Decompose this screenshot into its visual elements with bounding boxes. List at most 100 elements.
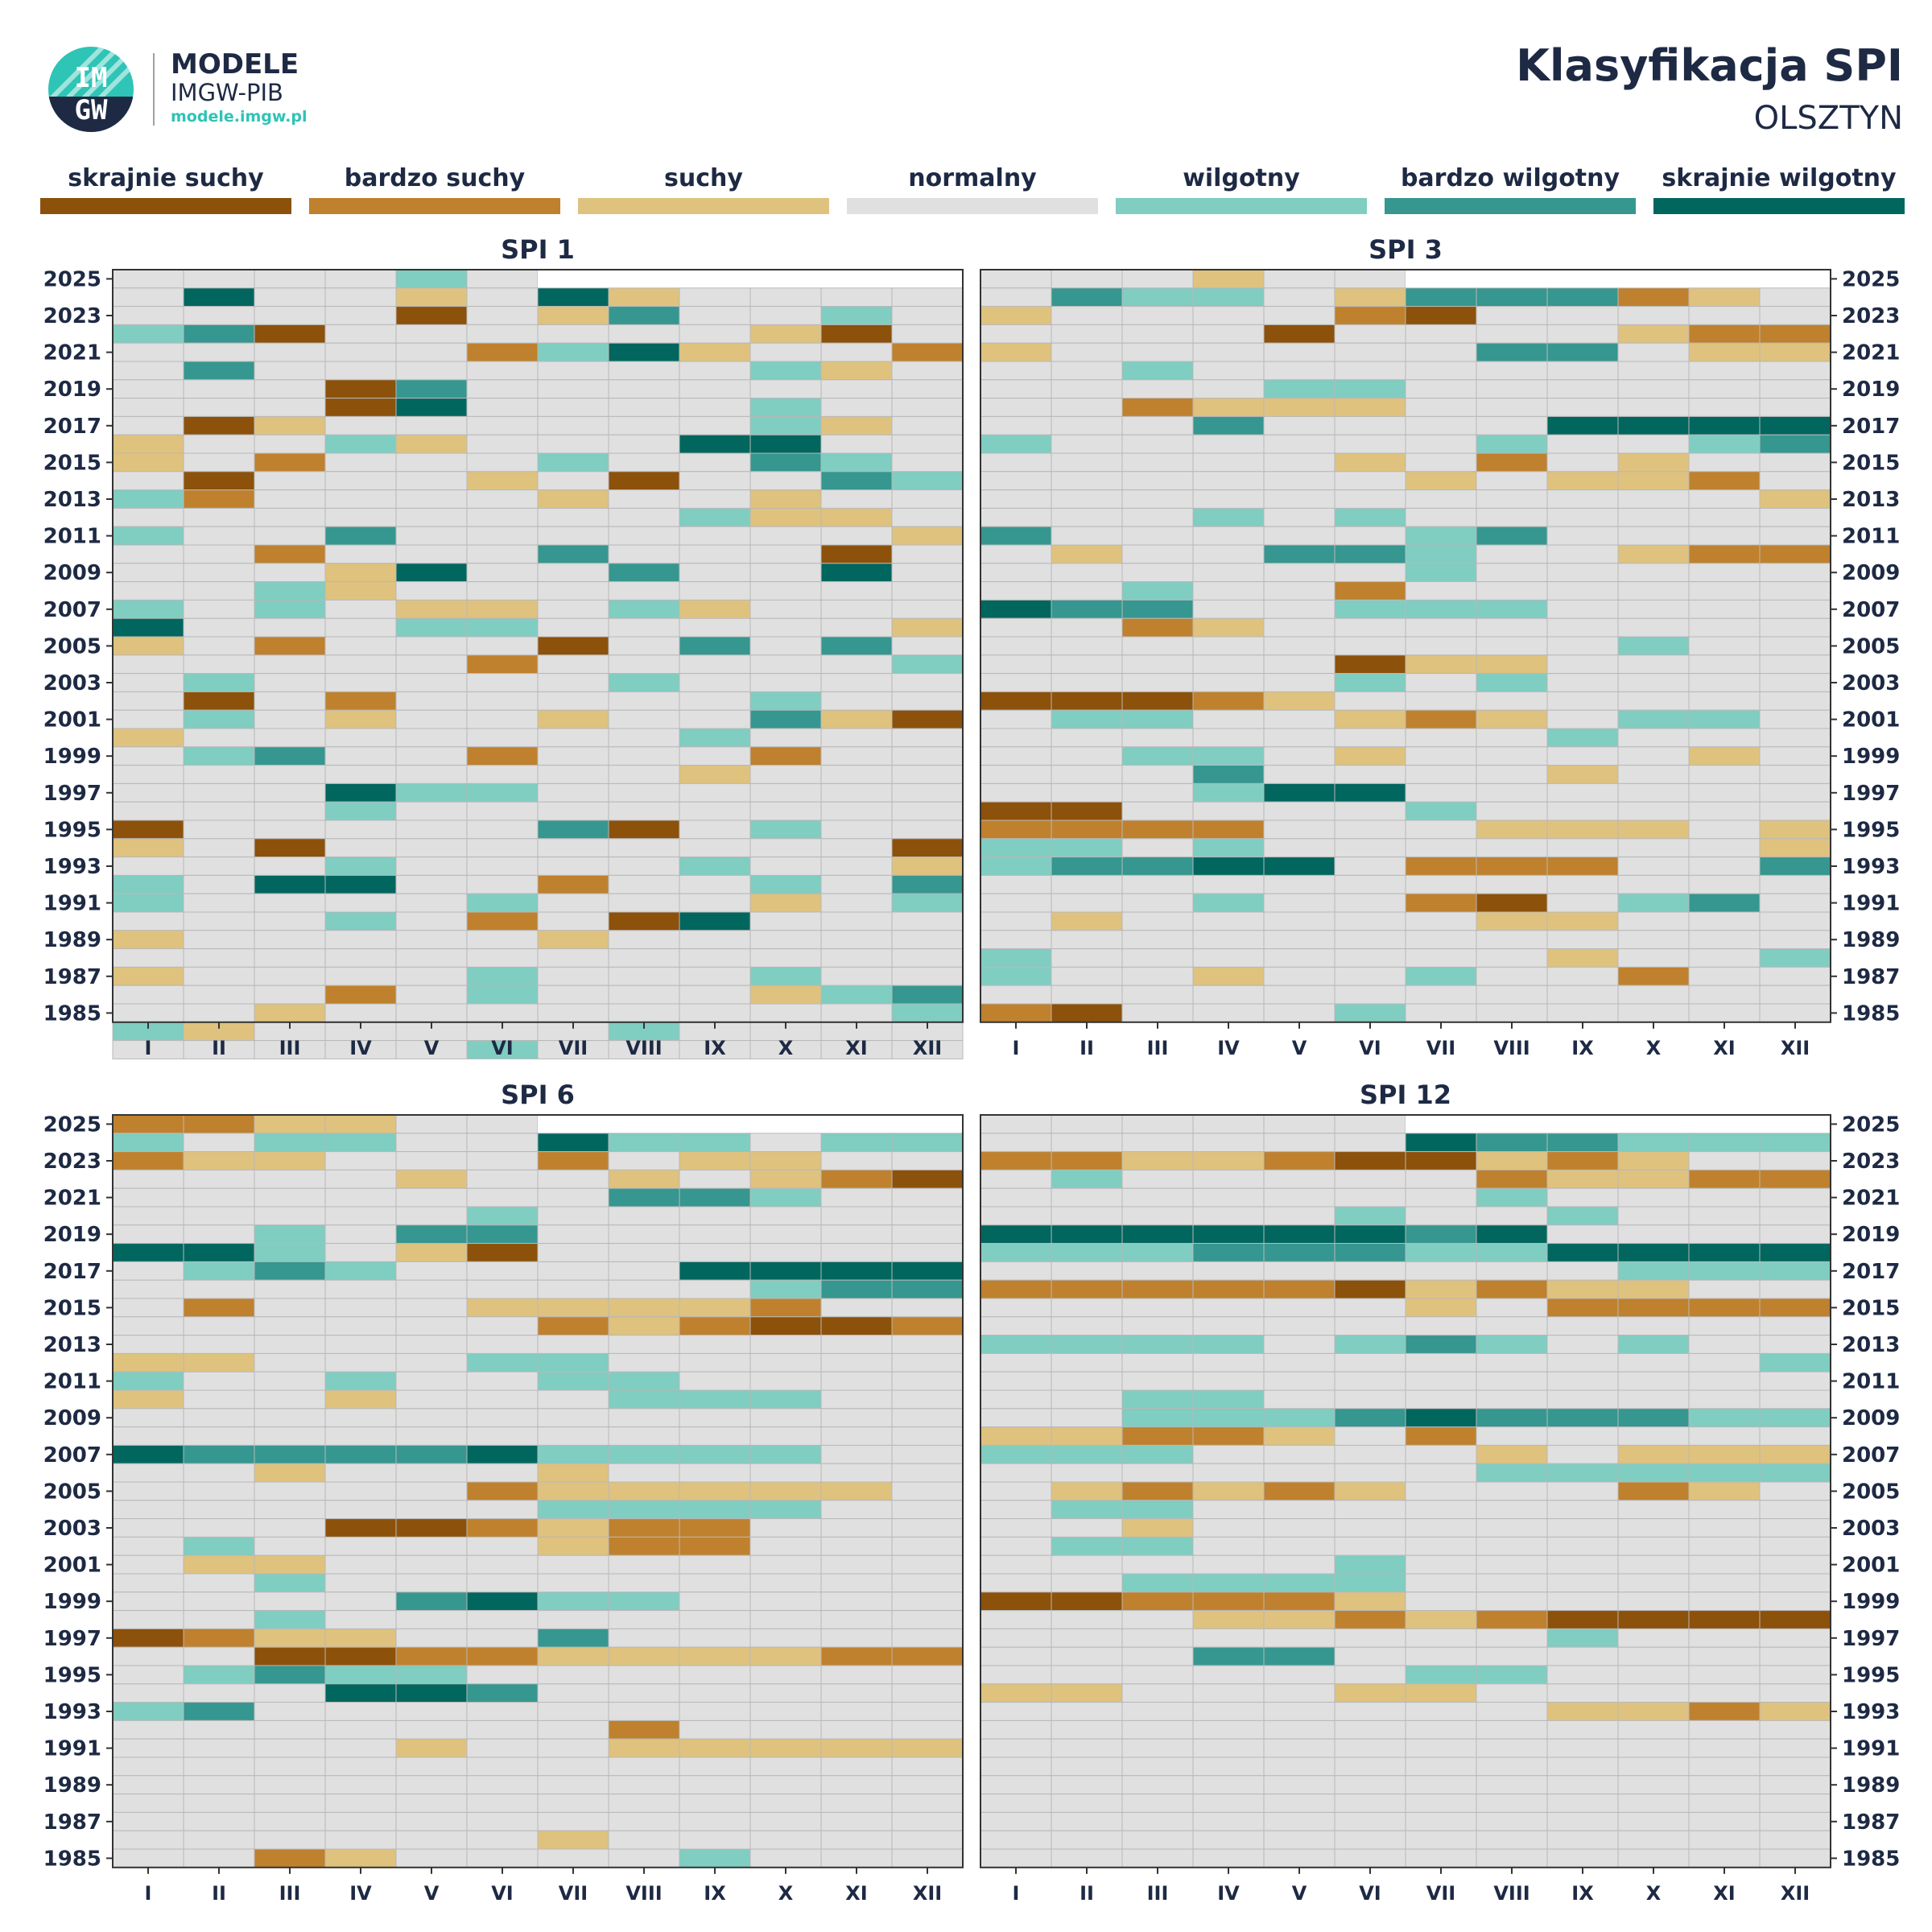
heatmap-cell	[980, 874, 1052, 894]
heatmap-cell	[1546, 544, 1619, 564]
heatmap-cell	[537, 1298, 609, 1318]
heatmap-cell	[608, 1389, 680, 1410]
heatmap-cell	[1051, 911, 1123, 931]
heatmap-cell	[466, 581, 539, 601]
heatmap-cell	[608, 1444, 680, 1464]
heatmap-cell	[537, 544, 609, 564]
heatmap-cell	[1759, 507, 1831, 527]
heatmap-cell	[891, 1811, 964, 1831]
heatmap-cell	[183, 1316, 255, 1336]
x-tick-label: X	[778, 1037, 794, 1059]
heatmap-cell	[1263, 617, 1335, 638]
y-tick-label: 1993	[43, 855, 101, 879]
heatmap-cell	[1546, 1719, 1619, 1740]
heatmap-cell	[1617, 765, 1690, 784]
heatmap-cell	[395, 874, 468, 894]
heatmap-cell	[820, 874, 893, 894]
heatmap-cell	[1334, 709, 1406, 729]
heatmap-cell	[537, 893, 609, 913]
heatmap-cell	[183, 1352, 255, 1373]
heatmap-cell	[820, 1316, 893, 1336]
heatmap-cell	[324, 1426, 397, 1446]
heatmap-cell	[749, 1554, 822, 1575]
heatmap-cell	[1405, 1408, 1477, 1428]
heatmap-cell	[679, 874, 751, 894]
heatmap-cell	[183, 1408, 255, 1428]
heatmap-cell	[1405, 691, 1477, 711]
heatmap-cell	[891, 857, 964, 876]
heatmap-cell	[608, 1408, 680, 1428]
heatmap-cell	[1759, 1335, 1831, 1354]
heatmap-cell	[537, 1573, 609, 1593]
heatmap-cell	[1263, 1408, 1335, 1428]
panel-title: SPI 1	[501, 234, 575, 265]
heatmap-cell	[1617, 379, 1690, 399]
heatmap-cell	[1688, 857, 1761, 876]
heatmap-cell	[1263, 1811, 1335, 1831]
heatmap-cell	[1263, 1794, 1335, 1813]
heatmap-cell	[183, 874, 255, 894]
heatmap-cell	[112, 1389, 184, 1410]
heatmap-cell	[1192, 1371, 1265, 1391]
heatmap-cell	[1546, 636, 1619, 656]
heatmap-cell	[1051, 801, 1123, 821]
x-tick-label: II	[212, 1037, 226, 1059]
heatmap-cell	[679, 1683, 751, 1703]
heatmap-cell	[891, 1408, 964, 1428]
heatmap-cell	[112, 324, 184, 344]
x-tick-label: V	[1292, 1882, 1307, 1905]
heatmap-cell	[395, 398, 468, 417]
heatmap-cell	[466, 1206, 539, 1226]
heatmap-cell	[1617, 801, 1690, 821]
heatmap-cell	[1334, 985, 1406, 1005]
heatmap-cell	[254, 1261, 326, 1281]
y-tick-label: 2023	[43, 1150, 101, 1174]
heatmap-cell	[1263, 1628, 1335, 1648]
heatmap-cell	[183, 342, 255, 362]
heatmap-cell	[254, 544, 326, 564]
heatmap-cell	[1192, 911, 1265, 931]
heatmap-cell	[324, 1794, 397, 1813]
heatmap-cell	[1618, 270, 1689, 288]
heatmap-cell	[1546, 1848, 1619, 1868]
heatmap-cell	[679, 270, 750, 288]
heatmap-cell	[395, 1298, 468, 1318]
heatmap-cell	[1476, 1003, 1548, 1023]
heatmap-cell	[254, 342, 326, 362]
heatmap-cell	[1405, 1316, 1477, 1336]
heatmap-cell	[537, 489, 609, 509]
heatmap-cell	[891, 544, 964, 564]
heatmap-cell	[1192, 1848, 1265, 1868]
heatmap-cell	[679, 765, 751, 784]
x-tick-label: IX	[704, 1037, 726, 1059]
heatmap-cell	[1405, 782, 1477, 803]
heatmap-cell	[1263, 1243, 1335, 1262]
heatmap-cell	[820, 361, 893, 381]
heatmap-cell	[1334, 1151, 1406, 1170]
heatmap-cell	[324, 287, 397, 308]
heatmap-cell	[1051, 269, 1123, 289]
heatmap-cell	[679, 930, 751, 950]
legend-item-ew: skrajnie wilgotny	[1653, 153, 1905, 217]
heatmap-cell	[1546, 361, 1619, 381]
heatmap-cell	[537, 1279, 609, 1299]
heatmap-cell	[1688, 1133, 1761, 1153]
y-tick-label: 2017	[43, 415, 101, 439]
heatmap-cell	[1121, 1426, 1194, 1446]
heatmap-cell	[1334, 746, 1406, 766]
heatmap-cell	[1617, 1187, 1690, 1208]
heatmap-cell	[891, 1646, 964, 1666]
heatmap-cell	[1051, 838, 1123, 858]
heatmap-cell	[112, 1518, 184, 1538]
heatmap-cell	[1759, 985, 1831, 1005]
heatmap-cell	[891, 1261, 964, 1281]
heatmap-cell	[679, 489, 751, 509]
heatmap-cell	[1688, 746, 1761, 766]
heatmap-cell	[1759, 1426, 1831, 1446]
heatmap-cell	[679, 893, 751, 913]
heatmap-cell	[1759, 930, 1831, 950]
heatmap-cell	[395, 1151, 468, 1170]
heatmap-cell	[537, 599, 609, 619]
heatmap-cell	[1334, 306, 1406, 325]
heatmap-cell	[324, 1848, 397, 1868]
